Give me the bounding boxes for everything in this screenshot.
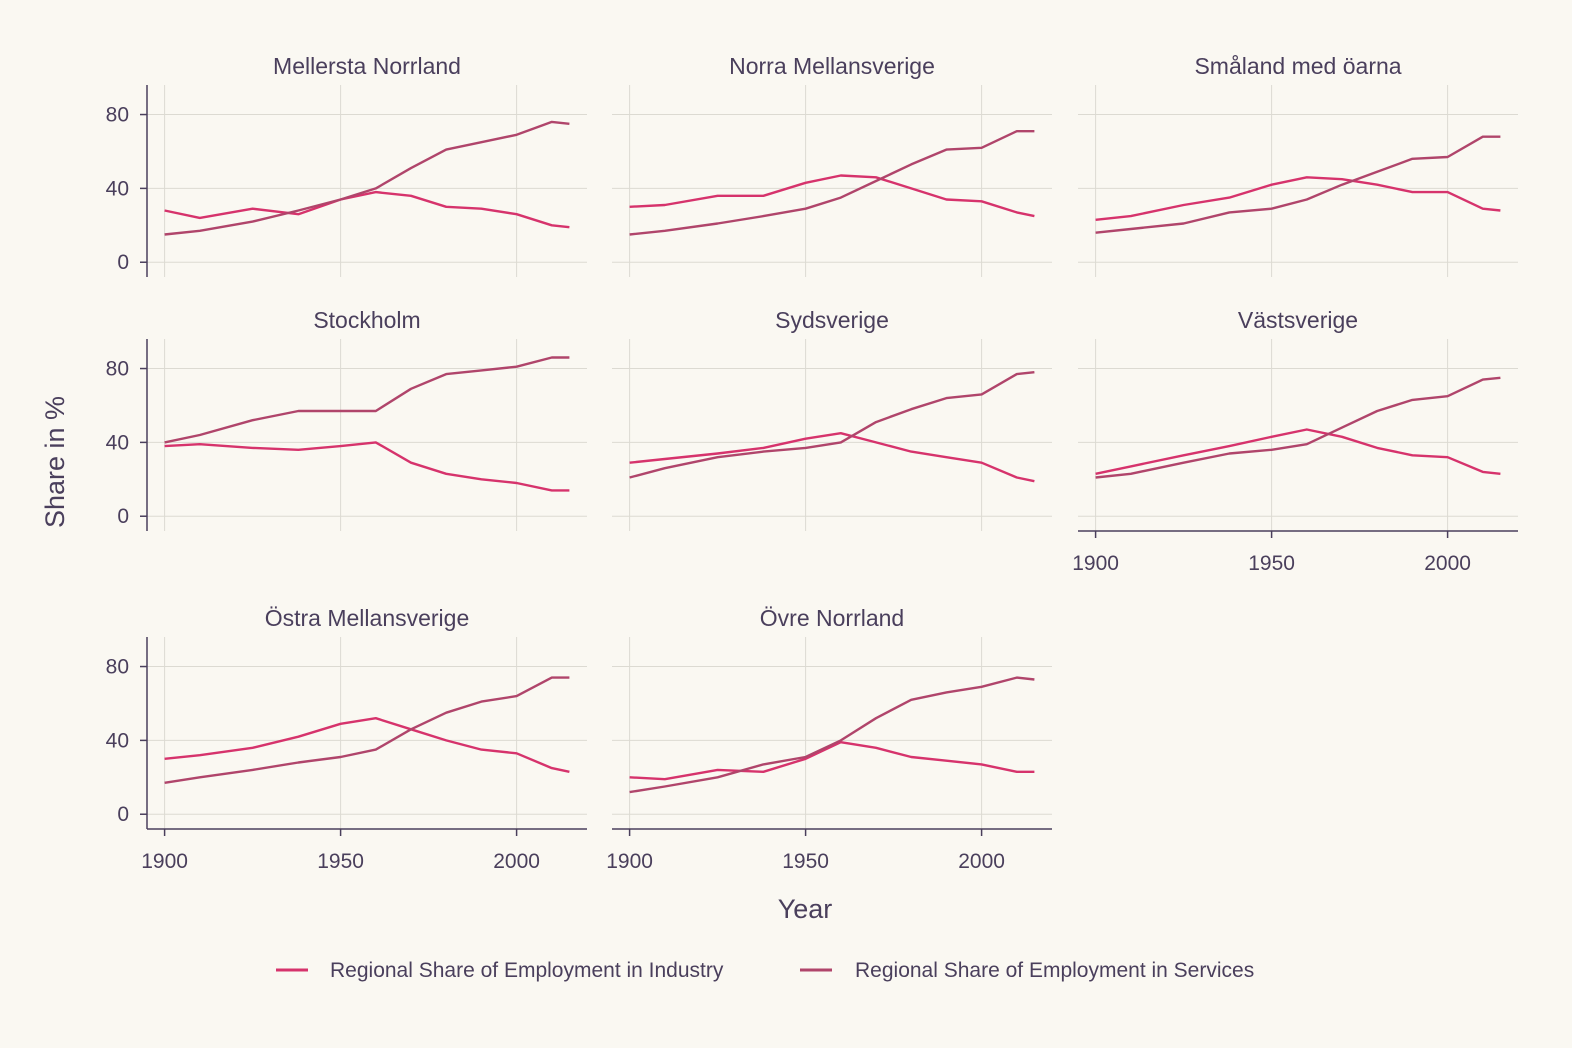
y-tick-label: 80 xyxy=(106,358,129,381)
panel-stockholm: Stockholm 0 40 80 xyxy=(106,307,587,531)
panel-title: Småland med öarna xyxy=(1194,53,1401,79)
y-tick-label: 40 xyxy=(106,177,129,200)
y-tick-label: 80 xyxy=(106,656,129,679)
x-tick-label: 1900 xyxy=(606,850,653,873)
panel-ostra-mellansverige: Östra Mellansverige 0 40 80 1900 1950 2000 xyxy=(106,605,587,873)
panel-title: Västsverige xyxy=(1238,307,1358,333)
y-tick-label: 40 xyxy=(106,729,129,752)
panel-ovre-norrland: Övre Norrland 1900 1950 2000 xyxy=(606,605,1052,873)
panels: Mellersta Norrland 0 40 80 Norra Mellansveri… xyxy=(106,53,1518,873)
series-line-services xyxy=(164,120,570,236)
x-tick-label: 1950 xyxy=(1248,552,1295,575)
x-tick-label: 1900 xyxy=(141,850,188,873)
panel-mellersta-norrland: Mellersta Norrland 0 40 80 xyxy=(106,53,587,277)
panel-smaland-med-oarna: Småland med öarna xyxy=(1078,53,1518,277)
x-tick-label: 2000 xyxy=(493,850,540,873)
panel-title: Mellersta Norrland xyxy=(273,53,461,79)
panel-title: Sydsverige xyxy=(775,307,889,333)
y-tick-label: 0 xyxy=(117,251,129,274)
series-line-industry xyxy=(629,174,1035,218)
legend: Regional Share of Employment in Industry… xyxy=(276,959,1254,982)
x-tick-label: 1950 xyxy=(317,850,364,873)
series-line-services xyxy=(164,356,570,444)
x-tick-label: 1900 xyxy=(1072,552,1119,575)
panel-sydsverige: Sydsverige xyxy=(612,307,1052,531)
panel-norra-mellansverige: Norra Mellansverige xyxy=(612,53,1052,277)
panel-title: Norra Mellansverige xyxy=(729,53,935,79)
series-line-services xyxy=(629,371,1035,479)
y-tick-label: 0 xyxy=(117,803,129,826)
x-tick-label: 2000 xyxy=(958,850,1005,873)
series-line-services xyxy=(629,129,1035,236)
legend-label-industry: Regional Share of Employment in Industry xyxy=(330,959,724,982)
panel-title: Övre Norrland xyxy=(760,605,904,631)
x-axis-title: Year xyxy=(778,894,833,924)
series-line-industry xyxy=(164,190,570,229)
panel-title: Stockholm xyxy=(313,307,420,333)
series-line-industry xyxy=(1095,428,1501,475)
series-line-services xyxy=(164,676,570,784)
legend-label-services: Regional Share of Employment in Services xyxy=(855,959,1254,982)
panel-title: Östra Mellansverige xyxy=(265,605,470,631)
y-tick-label: 80 xyxy=(106,104,129,127)
series-line-industry xyxy=(629,741,1035,781)
x-tick-label: 1950 xyxy=(782,850,829,873)
series-line-industry xyxy=(629,432,1035,483)
y-tick-label: 40 xyxy=(106,431,129,454)
series-line-services xyxy=(1095,135,1501,234)
series-line-services xyxy=(1095,376,1501,479)
series-line-industry xyxy=(1095,176,1501,221)
series-line-services xyxy=(629,676,1035,794)
x-tick-label: 2000 xyxy=(1424,552,1471,575)
series-line-industry xyxy=(164,441,570,492)
panel-vastsverige: Västsverige 1900 1950 2000 xyxy=(1072,307,1518,575)
y-axis-title: Share in % xyxy=(40,396,70,528)
y-tick-label: 0 xyxy=(117,505,129,528)
series-line-industry xyxy=(164,717,570,773)
